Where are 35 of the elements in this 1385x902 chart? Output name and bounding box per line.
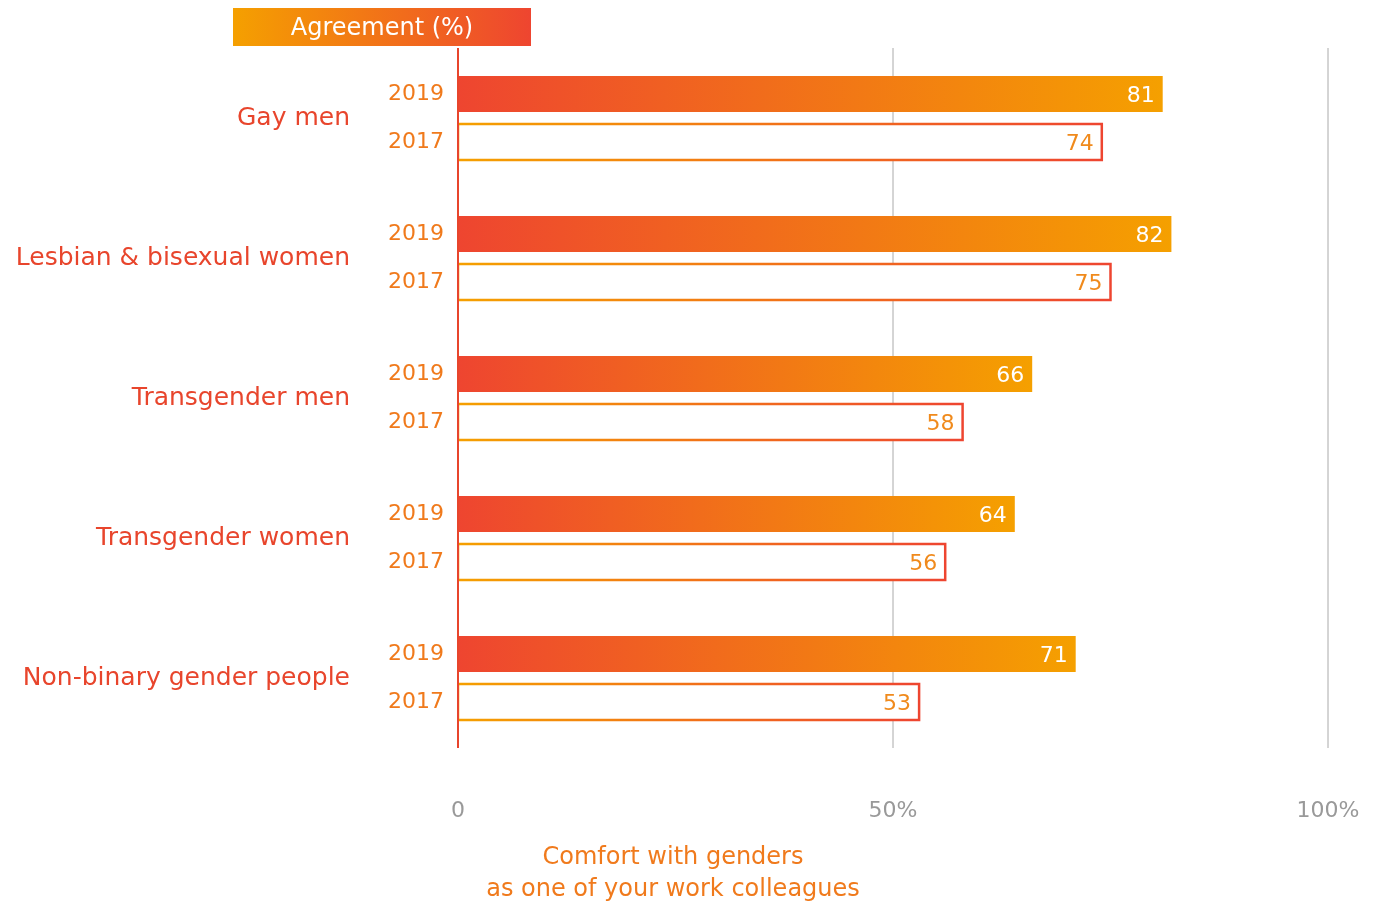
x-tick-label: 50%: [868, 796, 918, 822]
bar: [458, 216, 1172, 252]
text: 2019: [388, 220, 444, 245]
bar: [458, 496, 1015, 532]
chart-title: Agreement (%): [233, 8, 531, 46]
text: 2019: [388, 360, 444, 385]
data-label: 74: [1065, 129, 1094, 155]
data-label: 64: [978, 501, 1007, 527]
data-label: 82: [1135, 221, 1164, 247]
x-tick-label: 0: [451, 796, 465, 822]
data-label: 75: [1074, 269, 1103, 295]
x-axis-title: Comfort with genders as one of your work colleagues: [485, 841, 861, 902]
text: 2019: [388, 500, 444, 525]
text: 2017: [388, 548, 444, 573]
y-tick-label: Transgender women: [95, 522, 350, 551]
data-label: 53: [883, 689, 912, 715]
bar: [458, 76, 1163, 112]
data-label: 81: [1126, 81, 1155, 107]
data-label: 71: [1039, 641, 1068, 667]
y-tick-label: Transgender men: [130, 382, 350, 411]
data-label: 56: [909, 549, 938, 575]
series-label: 2017: [388, 128, 444, 153]
y-tick-label: Gay men: [236, 102, 350, 131]
data-label: 58: [926, 409, 955, 435]
x-tick-label: 100%: [1296, 796, 1360, 822]
text: 2017: [388, 408, 444, 433]
y-tick-label: Lesbian & bisexual women: [15, 242, 350, 271]
series-label: 2019: [388, 80, 444, 105]
text: 2017: [388, 268, 444, 293]
text: 2017: [388, 688, 444, 713]
bar: [458, 636, 1076, 672]
data-label: 66: [996, 361, 1025, 387]
y-tick-label: Non-binary gender people: [22, 662, 350, 691]
bar: [458, 356, 1033, 392]
text: 2019: [388, 640, 444, 665]
